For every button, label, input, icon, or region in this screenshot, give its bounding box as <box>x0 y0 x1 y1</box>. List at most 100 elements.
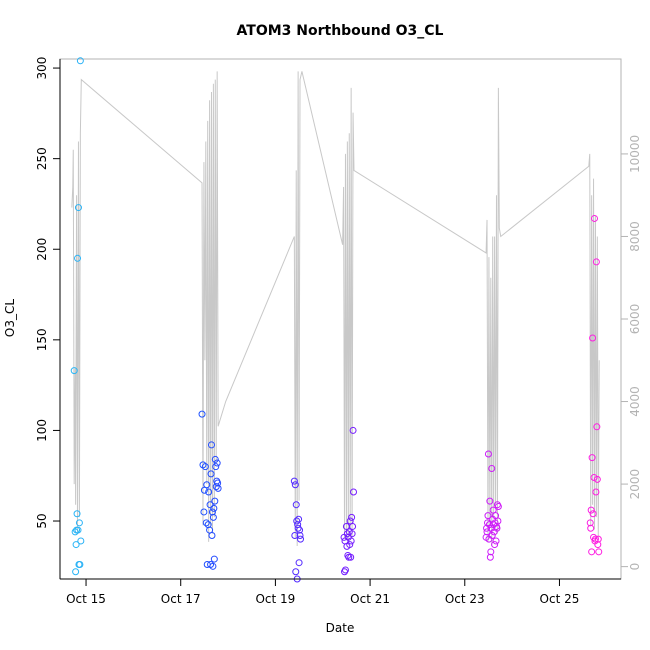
y-tick-label: 200 <box>35 238 49 261</box>
data-point <box>349 522 357 530</box>
altitude-series-line <box>71 71 600 546</box>
data-point <box>486 497 494 505</box>
data-point <box>207 470 215 478</box>
x-axis-label: Date <box>326 621 355 635</box>
y-ticks: 50 100 150 200 250 300 <box>35 57 60 529</box>
data-point <box>347 537 355 545</box>
data-point <box>487 548 495 556</box>
data-point <box>70 367 78 375</box>
data-point <box>589 334 597 342</box>
data-point <box>589 510 597 518</box>
data-point <box>296 526 304 534</box>
data-point <box>213 459 221 467</box>
plot-frame <box>59 58 622 580</box>
right-axis-ticks: 0 2000 4000 6000 8000 10000 <box>621 135 642 571</box>
data-point <box>205 488 213 496</box>
data-point <box>202 519 210 527</box>
data-point <box>296 532 304 540</box>
data-point <box>593 423 601 431</box>
data-point <box>292 568 300 576</box>
data-point <box>484 450 492 458</box>
data-point <box>72 541 80 549</box>
data-point <box>484 512 492 520</box>
data-point <box>74 526 82 534</box>
data-point <box>350 488 358 496</box>
data-point <box>210 504 218 512</box>
data-point <box>295 559 303 567</box>
data-point <box>291 481 299 489</box>
x-ticks: Oct 15 Oct 17 Oct 19 Oct 21 Oct 23 Oct 25 <box>66 579 579 606</box>
right-tick-label: 10000 <box>628 135 642 173</box>
data-point <box>488 532 496 540</box>
data-point <box>590 214 598 222</box>
right-tick-label: 4000 <box>628 386 642 417</box>
right-tick-label: 0 <box>628 563 642 571</box>
data-point <box>212 463 220 471</box>
y-tick-label: 250 <box>35 147 49 170</box>
data-point <box>492 537 500 545</box>
data-point <box>290 477 298 485</box>
data-point <box>346 541 354 549</box>
data-point <box>488 464 496 472</box>
data-point <box>595 548 603 556</box>
data-point <box>293 517 301 525</box>
data-point <box>587 524 595 532</box>
data-point <box>294 524 302 532</box>
data-point <box>209 562 217 570</box>
data-point <box>349 426 357 434</box>
y-tick-label: 150 <box>35 328 49 351</box>
data-point <box>483 528 491 536</box>
data-point <box>292 501 300 509</box>
axes-layer <box>59 59 621 580</box>
data-point <box>347 553 355 561</box>
x-tick-label: Oct 19 <box>255 592 295 606</box>
data-point <box>486 553 494 561</box>
data-point <box>198 410 206 418</box>
data-point <box>590 474 598 482</box>
data-point <box>201 463 209 471</box>
data-point <box>494 503 502 511</box>
data-point <box>210 555 218 563</box>
data-point <box>76 561 84 569</box>
y-tick-label: 100 <box>35 419 49 442</box>
data-point <box>297 535 304 543</box>
right-tick-label: 2000 <box>628 469 642 500</box>
data-point <box>295 515 303 523</box>
data-point <box>72 568 80 576</box>
data-point <box>211 455 219 463</box>
data-point <box>291 532 299 540</box>
data-point <box>348 513 356 521</box>
data-point <box>209 513 217 521</box>
data-point <box>200 508 208 516</box>
y-axis-label: O3_CL <box>3 299 17 337</box>
data-point <box>206 501 214 509</box>
o3-point-layer <box>70 57 603 583</box>
data-point <box>74 254 82 262</box>
data-point <box>73 510 81 518</box>
data-point <box>587 506 595 514</box>
data-point <box>75 519 83 527</box>
data-point <box>594 535 602 543</box>
y-tick-label: 300 <box>35 57 49 80</box>
data-point <box>592 258 600 266</box>
data-point <box>208 532 216 540</box>
data-point <box>214 479 222 487</box>
right-tick-label: 6000 <box>628 304 642 335</box>
altitude-line-layer <box>71 71 600 546</box>
data-point <box>594 541 602 549</box>
x-tick-label: Oct 25 <box>540 592 580 606</box>
x-tick-label: Oct 17 <box>161 592 201 606</box>
data-point <box>74 204 82 212</box>
data-point <box>494 517 502 525</box>
data-point <box>586 519 594 527</box>
x-tick-label: Oct 15 <box>66 592 106 606</box>
data-point <box>493 524 501 532</box>
data-point <box>491 541 499 549</box>
data-point <box>211 497 219 505</box>
data-point <box>343 530 351 538</box>
data-point <box>590 533 598 541</box>
data-point <box>348 530 356 538</box>
right-tick-label: 8000 <box>628 221 642 252</box>
data-point <box>588 454 596 462</box>
